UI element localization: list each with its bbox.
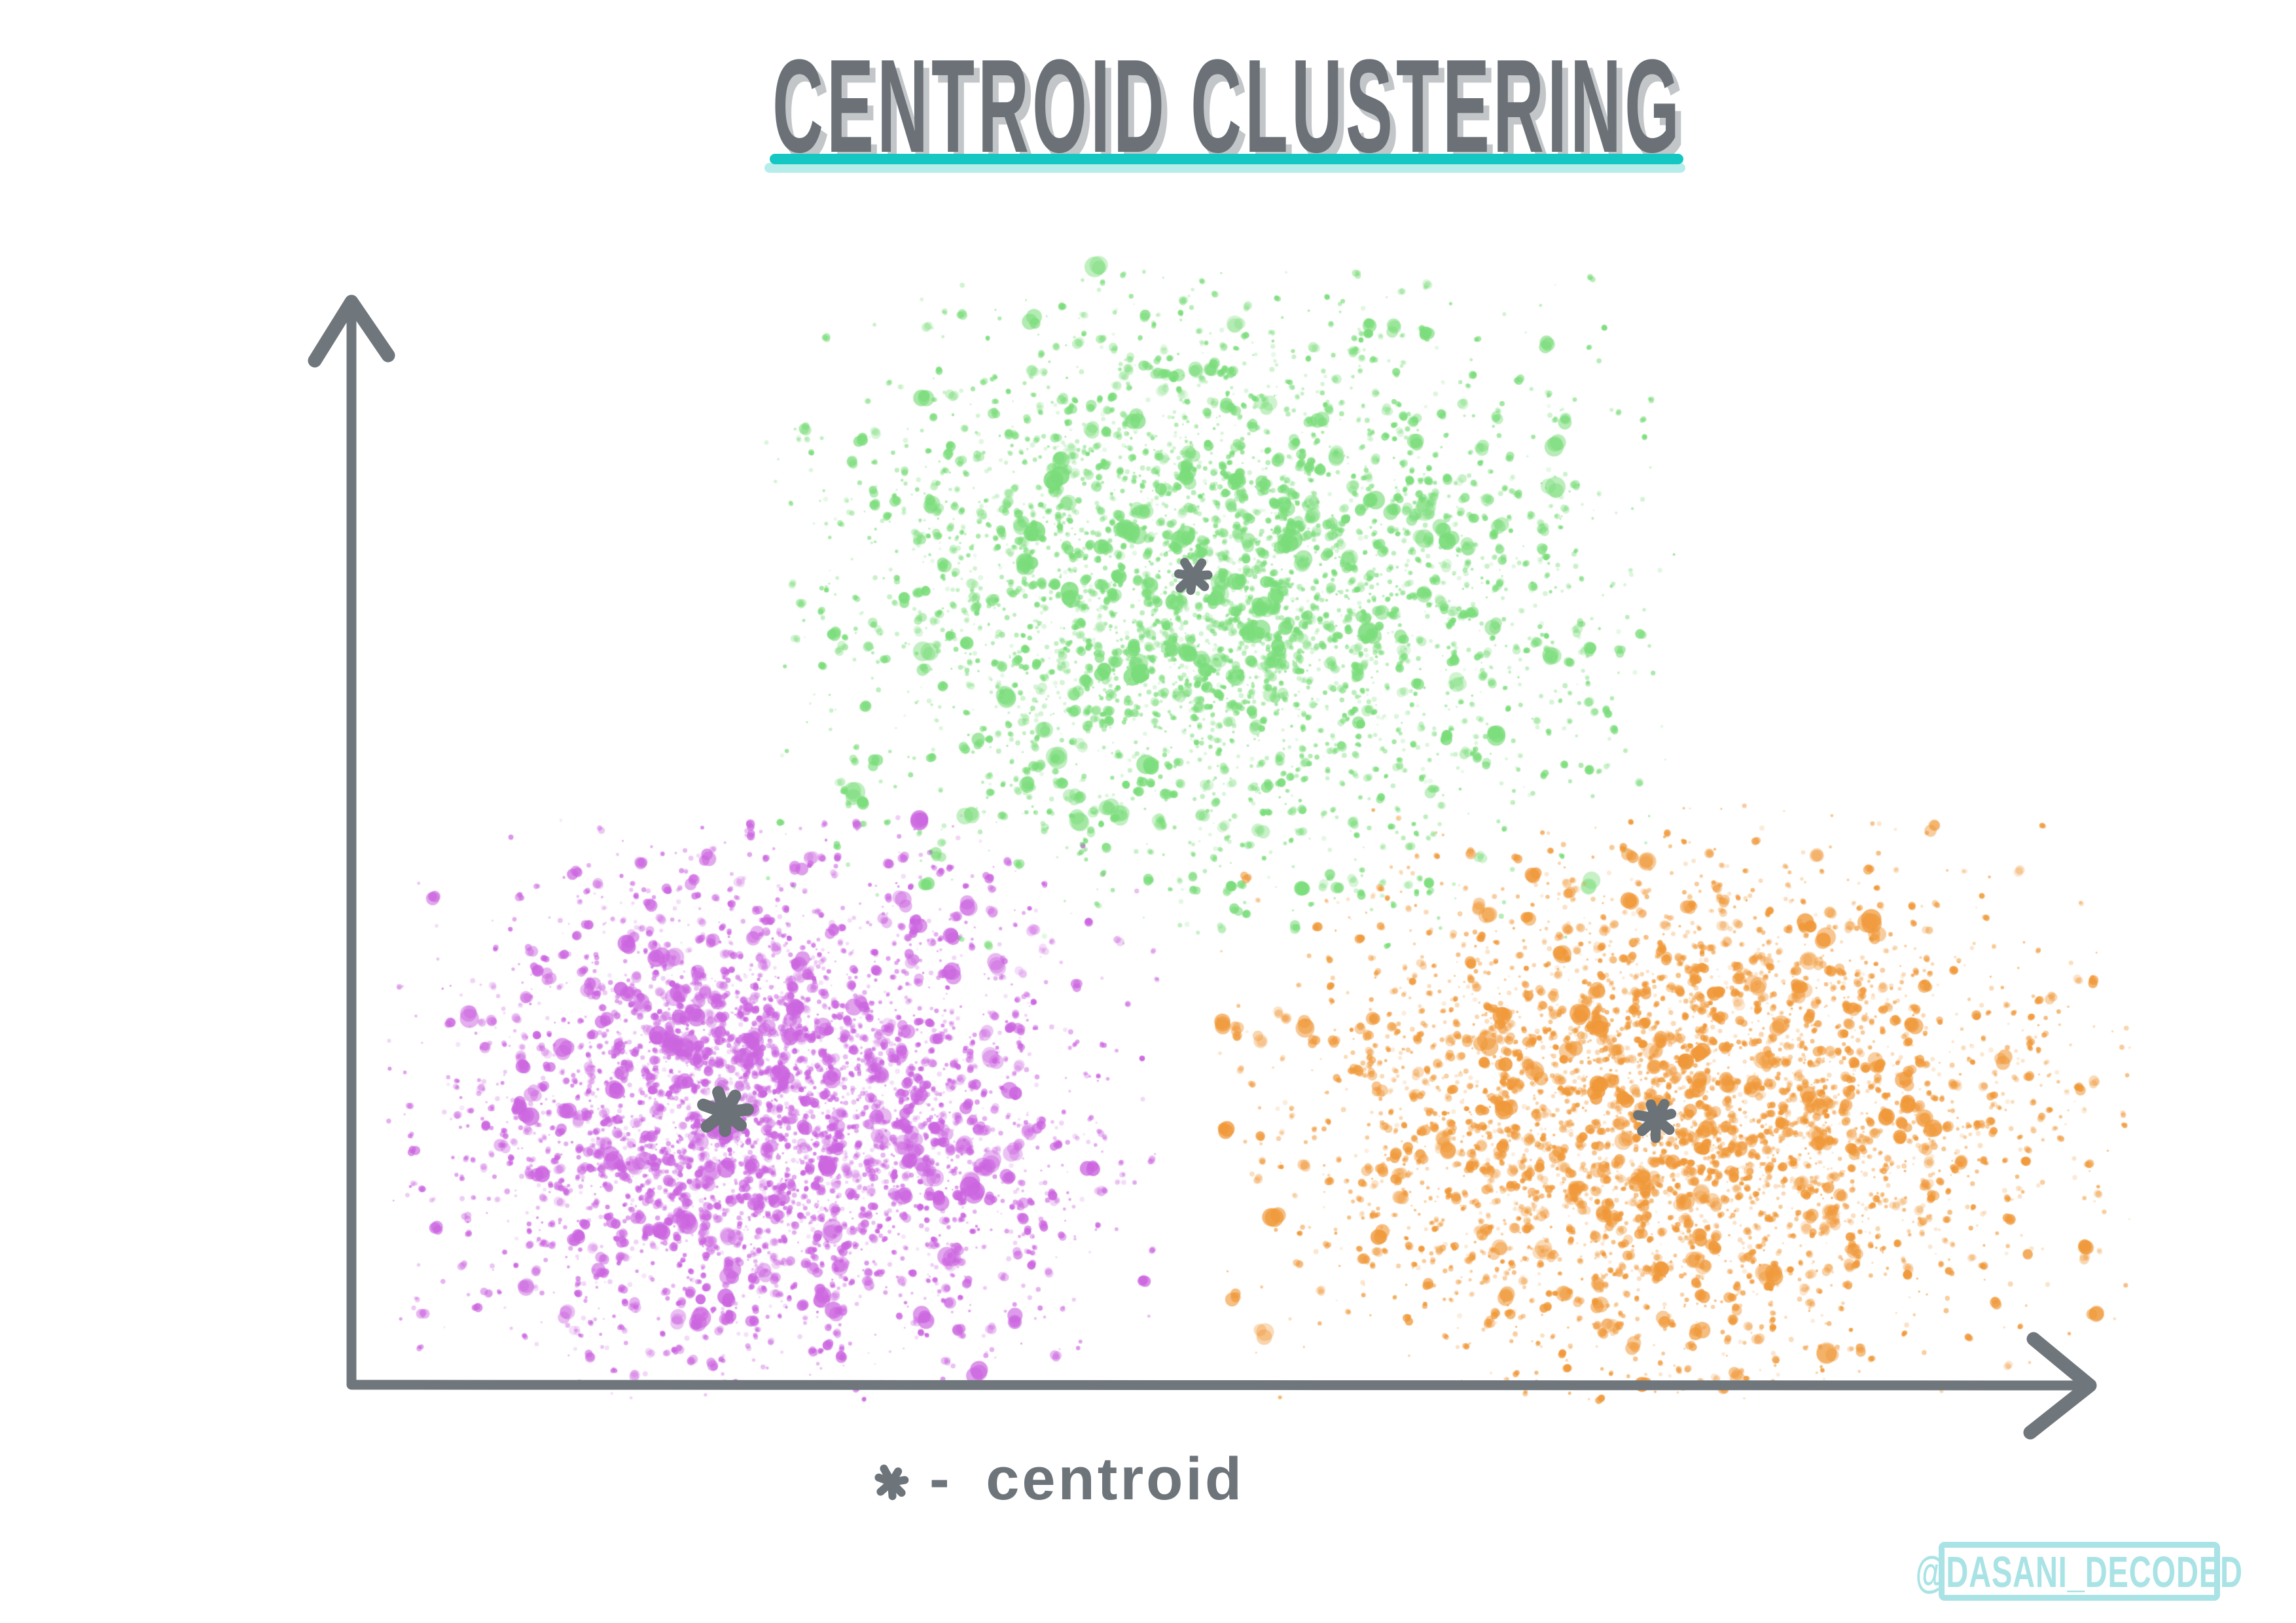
title-block: CENTROID CLUSTERING [764, 0, 1691, 196]
watermark-text: @DASANI_DECODED [1915, 1546, 2244, 1596]
title-underline-shadow [764, 163, 1685, 173]
legend-label: - centroid [929, 1446, 1245, 1512]
asterisk-centroid-icon [874, 1464, 909, 1500]
watermark-badge: @DASANI_DECODED [1916, 1542, 2242, 1601]
title-underline [770, 154, 1683, 164]
legend: - centroid [870, 1445, 1244, 1514]
